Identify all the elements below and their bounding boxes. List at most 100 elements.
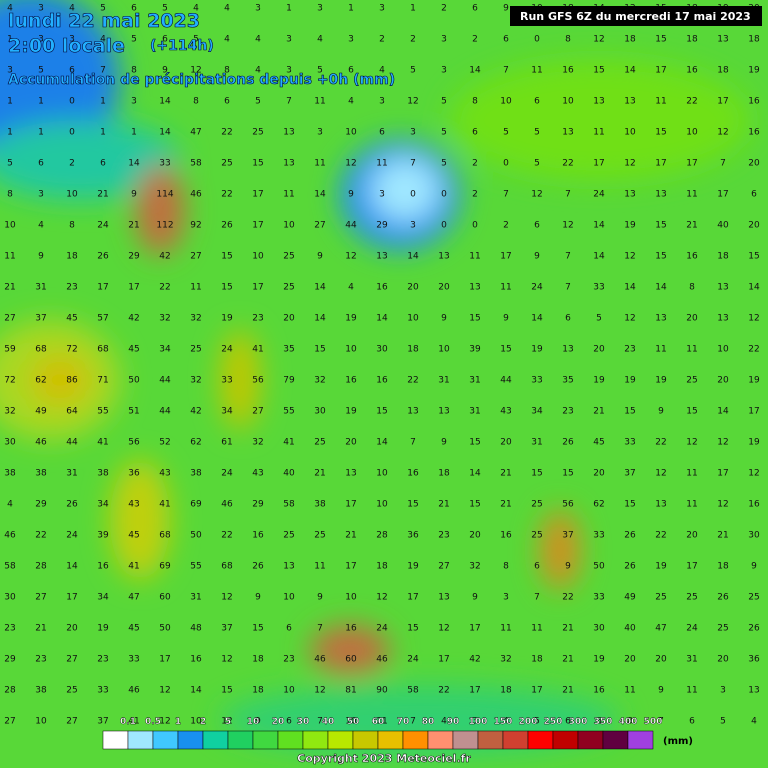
grid-value: 33: [159, 159, 170, 169]
grid-value: 20: [655, 655, 667, 665]
grid-value: 15: [531, 469, 542, 479]
grid-value: 39: [97, 531, 109, 541]
grid-value: 4: [224, 35, 230, 45]
grid-value: 46: [128, 686, 140, 696]
grid-value: 21: [128, 221, 139, 231]
grid-value: 33: [221, 376, 232, 386]
grid-value: 26: [624, 562, 636, 572]
legend-swatch: [452, 730, 479, 750]
grid-value: 25: [717, 624, 728, 634]
grid-value: 13: [655, 500, 666, 510]
grid-value: 19: [407, 562, 419, 572]
grid-value: 55: [97, 407, 108, 417]
grid-value: 23: [252, 314, 263, 324]
grid-value: 21: [686, 221, 697, 231]
grid-value: 20: [500, 438, 512, 448]
grid-value: 5: [7, 159, 13, 169]
grid-value: 14: [593, 221, 605, 231]
grid-value: 17: [717, 190, 728, 200]
grid-value: 24: [221, 345, 233, 355]
grid-value: 25: [283, 283, 294, 293]
grid-value: 7: [503, 190, 509, 200]
grid-value: 6: [286, 717, 292, 727]
grid-value: 15: [407, 500, 418, 510]
grid-value: 13: [655, 314, 666, 324]
grid-value: 13: [345, 469, 356, 479]
grid-value: 13: [283, 159, 294, 169]
grid-value: 23: [624, 345, 635, 355]
grid-value: 11: [531, 624, 542, 634]
copyright: Copyright 2023 Meteociel.fr: [297, 752, 471, 765]
grid-value: 71: [97, 376, 108, 386]
grid-value: 15: [655, 128, 666, 138]
grid-value: 1: [7, 35, 13, 45]
legend-swatch: [552, 730, 579, 750]
grid-value: 9: [534, 252, 540, 262]
grid-value: 27: [252, 407, 263, 417]
grid-value: 11: [469, 252, 480, 262]
grid-value: 17: [66, 593, 77, 603]
grid-value: 5: [534, 128, 540, 138]
grid-value: 40: [283, 469, 295, 479]
grid-value: 11: [531, 66, 542, 76]
grid-value: 46: [190, 190, 202, 200]
grid-value: 15: [221, 252, 232, 262]
grid-value: 21: [500, 500, 511, 510]
grid-value: 6: [565, 717, 571, 727]
legend-swatch: [302, 730, 329, 750]
grid-value: 6: [286, 624, 292, 634]
grid-value: 19: [624, 221, 636, 231]
grid-value: 7: [658, 717, 664, 727]
grid-value: 13: [469, 283, 480, 293]
grid-value: 45: [128, 531, 139, 541]
grid-value: 10: [686, 128, 698, 138]
grid-value: 11: [190, 283, 201, 293]
grid-value: 21: [562, 686, 573, 696]
grid-value: 12: [562, 221, 573, 231]
legend-swatch: [227, 730, 254, 750]
grid-value: 31: [531, 438, 542, 448]
grid-value: 6: [100, 159, 106, 169]
grid-value: 45: [593, 438, 604, 448]
grid-value: 57: [97, 314, 108, 324]
grid-value: 3: [441, 35, 447, 45]
grid-value: 22: [686, 97, 697, 107]
grid-value: 4: [255, 66, 261, 76]
grid-value: 41: [159, 500, 170, 510]
grid-value: 10: [407, 314, 419, 324]
grid-value: 0: [503, 159, 509, 169]
grid-value: 9: [658, 407, 664, 417]
grid-value: 22: [221, 190, 232, 200]
grid-value: 16: [748, 128, 760, 138]
legend-swatch: [327, 730, 354, 750]
grid-value: 3: [379, 97, 385, 107]
grid-value: 4: [7, 4, 13, 14]
grid-value: 7: [503, 66, 509, 76]
grid-value: 21: [593, 407, 604, 417]
grid-value: 9: [317, 252, 323, 262]
legend-label: 200: [519, 717, 538, 727]
grid-value: 8: [131, 66, 137, 76]
subtitle: Accumulation de précipitations depuis +0…: [8, 72, 395, 88]
legend-label: 5: [225, 717, 231, 727]
grid-value: 4: [38, 221, 44, 231]
grid-value: 14: [655, 283, 667, 293]
grid-value: 12: [221, 593, 232, 603]
grid-value: 46: [376, 655, 388, 665]
grid-value: 12: [345, 159, 356, 169]
grid-value: 34: [221, 407, 233, 417]
legend-label: 0.5: [145, 717, 161, 727]
grid-value: 24: [593, 190, 605, 200]
grid-value: 9: [348, 190, 354, 200]
grid-value: 6: [596, 717, 602, 727]
grid-value: 14: [314, 314, 326, 324]
grid-value: 9: [162, 66, 168, 76]
grid-value: 11: [376, 159, 387, 169]
grid-value: 56: [562, 500, 574, 510]
grid-value: 6: [379, 128, 385, 138]
grid-value: 20: [438, 283, 450, 293]
grid-value: 62: [35, 376, 46, 386]
grid-value: 21: [314, 469, 325, 479]
grid-value: 10: [438, 345, 450, 355]
grid-value: 60: [159, 593, 171, 603]
